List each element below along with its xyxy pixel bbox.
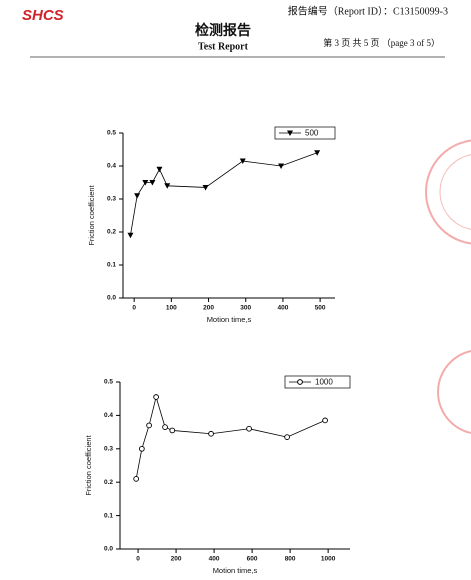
x-tick-label: 600 bbox=[247, 556, 258, 563]
x-tick-label: 400 bbox=[209, 556, 220, 563]
page-number: 第 3 页 共 5 页 （page 3 of 5） bbox=[323, 37, 440, 48]
x-axis-label: Motion time,s bbox=[213, 566, 258, 575]
x-axis-label: Motion time,s bbox=[207, 315, 252, 324]
y-tick-label: 0.5 bbox=[104, 379, 113, 386]
stamp bbox=[437, 349, 471, 435]
marker bbox=[149, 180, 156, 186]
y-tick-label: 0.5 bbox=[107, 130, 116, 137]
marker bbox=[133, 476, 140, 482]
x-tick-label: 500 bbox=[315, 305, 326, 312]
stamp bbox=[439, 154, 471, 230]
x-tick-label: 200 bbox=[171, 556, 182, 563]
x-tick-label: 100 bbox=[166, 305, 177, 312]
legend-marker bbox=[297, 379, 303, 385]
x-tick-label: 0 bbox=[136, 556, 140, 563]
y-tick-label: 0.1 bbox=[107, 262, 116, 269]
marker bbox=[314, 150, 321, 156]
y-tick-label: 0.3 bbox=[104, 446, 113, 453]
marker bbox=[164, 183, 171, 189]
marker bbox=[246, 425, 252, 432]
marker bbox=[162, 424, 168, 430]
marker bbox=[134, 193, 141, 199]
series-line bbox=[135, 395, 326, 479]
marker bbox=[156, 166, 163, 173]
legend-box bbox=[284, 375, 351, 389]
title-en: Test Report bbox=[198, 41, 249, 52]
marker bbox=[322, 417, 328, 424]
marker bbox=[208, 430, 214, 437]
title-cn: 检测报告 bbox=[195, 22, 251, 39]
y-tick-label: 0.0 bbox=[104, 546, 113, 553]
marker bbox=[169, 427, 176, 434]
y-tick-label: 0.1 bbox=[104, 512, 113, 519]
y-tick-label: 0.4 bbox=[107, 163, 116, 170]
logo: SHCS bbox=[22, 7, 64, 24]
marker bbox=[127, 232, 134, 239]
marker bbox=[239, 158, 246, 165]
x-tick-label: 0 bbox=[132, 305, 136, 312]
marker bbox=[202, 184, 209, 191]
marker bbox=[284, 434, 290, 440]
series-line bbox=[130, 152, 318, 236]
legend-label: 500 bbox=[305, 129, 319, 138]
report-id: 报告编号（Report ID）：C13150099-3 bbox=[288, 4, 448, 17]
y-tick-label: 0.2 bbox=[104, 479, 113, 486]
x-tick-label: 400 bbox=[278, 305, 289, 312]
legend-marker bbox=[287, 130, 293, 136]
x-tick-label: 300 bbox=[240, 305, 251, 312]
x-tick-label: 800 bbox=[285, 556, 296, 563]
marker bbox=[142, 180, 149, 186]
marker bbox=[278, 163, 285, 169]
marker bbox=[153, 394, 159, 400]
stamp bbox=[425, 139, 471, 245]
x-tick-label: 1000 bbox=[321, 556, 336, 563]
marker bbox=[146, 422, 152, 429]
y-axis-label: Friction coefficient bbox=[84, 434, 93, 495]
y-axis-label: Friction coefficient bbox=[87, 184, 96, 245]
y-tick-label: 0.2 bbox=[107, 229, 116, 236]
y-tick-label: 0.4 bbox=[104, 412, 113, 419]
marker bbox=[139, 445, 145, 452]
y-tick-label: 0.3 bbox=[107, 196, 116, 203]
y-tick-label: 0.0 bbox=[107, 295, 116, 302]
x-tick-label: 200 bbox=[203, 305, 214, 312]
legend-label: 1000 bbox=[315, 378, 333, 387]
